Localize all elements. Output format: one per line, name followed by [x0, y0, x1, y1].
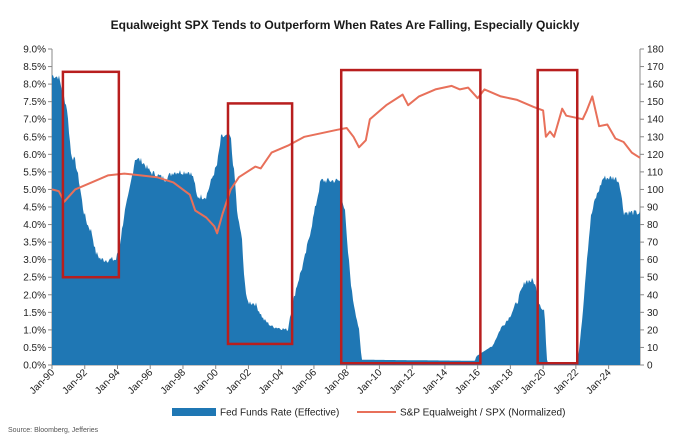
left-y-tick-label: 1.0%: [23, 325, 46, 336]
highlight-box: [226, 102, 294, 346]
right-y-tick-label: 130: [647, 132, 664, 143]
highlight-box: [61, 70, 121, 279]
left-y-tick-label: 4.5%: [23, 203, 46, 214]
right-y-tick-label: 70: [647, 238, 659, 249]
left-y-tick-label: 3.5%: [23, 238, 46, 249]
left-y-tick-label: 4.0%: [23, 220, 46, 231]
left-y-tick-label: 6.0%: [23, 150, 46, 161]
left-y-tick-label: 7.5%: [23, 97, 46, 108]
right-y-tick-label: 140: [647, 115, 664, 126]
x-tick-label: Jan-22: [552, 367, 582, 397]
left-y-tick-label: 0.5%: [23, 343, 46, 354]
right-y-tick-label: 40: [647, 290, 659, 301]
highlight-box: [339, 68, 482, 365]
equalweight-ratio-line: [51, 84, 641, 235]
left-y-tick-label: 1.5%: [23, 308, 46, 319]
x-tick-label: Jan-92: [60, 367, 90, 397]
x-tick-label: Jan-00: [191, 367, 221, 397]
chart-title: Equalweight SPX Tends to Outperform When…: [110, 18, 580, 32]
x-tick-label: Jan-18: [486, 367, 516, 397]
left-y-tick-label: 9.0%: [23, 45, 46, 56]
x-tick-label: Jan-08: [322, 367, 352, 397]
right-y-tick-label: 20: [647, 325, 659, 336]
left-y-tick-label: 5.5%: [23, 167, 46, 178]
left-y-tick-label: 5.0%: [23, 185, 46, 196]
right-y-tick-label: 90: [647, 203, 659, 214]
left-y-tick-label: 2.5%: [23, 273, 46, 284]
legend-label-fed-funds: Fed Funds Rate (Effective): [220, 408, 339, 419]
x-tick-label: Jan-98: [159, 367, 189, 397]
right-y-tick-label: 0: [647, 361, 653, 372]
x-tick-label: Jan-16: [453, 367, 483, 397]
right-y-tick-label: 170: [647, 62, 664, 73]
legend-label-ratio: S&P Equalweight / SPX (Normalized): [400, 408, 565, 419]
right-y-tick-label: 150: [647, 97, 664, 108]
x-tick-label: Jan-14: [421, 367, 451, 397]
right-y-tick-label: 100: [647, 185, 664, 196]
highlight-box: [536, 68, 579, 365]
x-tick-label: Jan-04: [257, 367, 287, 397]
x-tick-label: Jan-10: [355, 367, 385, 397]
x-tick-label: Jan-24: [584, 367, 614, 397]
source-note: Source: Bloomberg, Jefferies: [8, 427, 99, 434]
x-tick-label: Jan-96: [126, 367, 156, 397]
left-y-tick-label: 0.0%: [23, 361, 46, 372]
right-y-tick-label: 110: [647, 167, 663, 178]
fed-funds-area: [52, 75, 640, 365]
left-y-tick-label: 7.0%: [23, 115, 46, 126]
left-y-tick-label: 6.5%: [23, 132, 46, 143]
right-y-tick-label: 30: [647, 308, 659, 319]
x-tick-label: Jan-06: [290, 367, 320, 397]
left-y-tick-label: 8.0%: [23, 80, 46, 91]
right-y-tick-label: 160: [647, 80, 664, 91]
x-tick-label: Jan-02: [224, 367, 254, 397]
right-y-tick-label: 120: [647, 150, 664, 161]
x-tick-label: Jan-20: [519, 367, 549, 397]
left-y-tick-label: 2.0%: [23, 290, 46, 301]
right-y-tick-label: 10: [647, 343, 659, 354]
right-y-tick-label: 180: [647, 45, 664, 56]
right-y-tick-label: 80: [647, 220, 659, 231]
right-y-tick-label: 60: [647, 255, 659, 266]
x-tick-label: Jan-94: [93, 367, 123, 397]
left-y-tick-label: 8.5%: [23, 62, 46, 73]
left-y-tick-label: 3.0%: [23, 255, 46, 266]
right-y-tick-label: 50: [647, 273, 659, 284]
x-tick-label: Jan-12: [388, 367, 418, 397]
legend-swatch-fed-funds: [172, 408, 216, 416]
